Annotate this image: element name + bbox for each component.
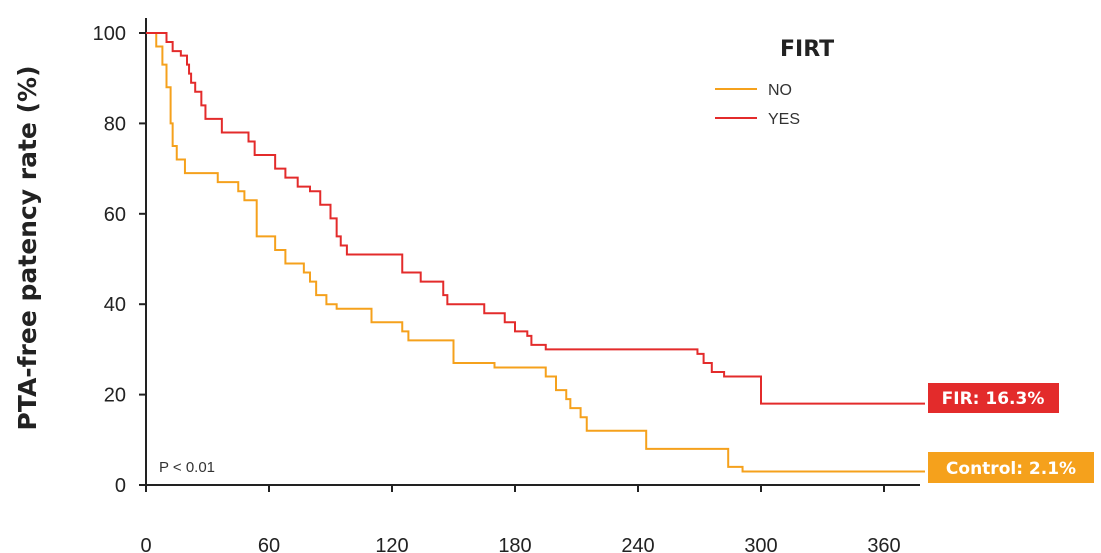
badge-control-text: Control: 2.1% (946, 459, 1076, 479)
y-axis-label: PTA-free patency rate (%) (13, 66, 42, 431)
x-tick-label: 300 (744, 535, 777, 553)
series-line-yes (146, 32, 925, 405)
y-tick-label: 0 (115, 475, 126, 497)
y-tick-label: 40 (104, 294, 126, 316)
y-tick-label: 100 (93, 23, 126, 45)
series-layer (146, 32, 925, 473)
x-tick-label: 120 (375, 535, 408, 553)
y-tick-label: 60 (104, 204, 126, 226)
legend-title: FIRT (780, 37, 834, 62)
badge-control: Control: 2.1% (928, 452, 1094, 483)
x-tick-label: 240 (621, 535, 654, 553)
series-line-no (146, 32, 925, 473)
legend-label-no: NO (768, 82, 792, 99)
y-tick-label: 80 (104, 113, 126, 135)
x-tick-label: 360 (867, 535, 900, 553)
axis-ticks (139, 32, 885, 492)
x-tick-labels: 0 60 120 180 240 300 360 (140, 535, 900, 553)
p-value-annotation: P < 0.01 (159, 459, 215, 476)
badge-fir-text: FIR: 16.3% (942, 389, 1045, 409)
y-tick-label: 20 (104, 385, 126, 407)
legend-label-yes: YES (768, 111, 800, 128)
badge-fir: FIR: 16.3% (928, 383, 1059, 413)
x-tick-label: 180 (498, 535, 531, 553)
y-tick-labels: 0 20 40 60 80 100 (93, 23, 126, 497)
x-tick-label: 0 (140, 535, 151, 553)
legend: FIRT NO YES (715, 37, 834, 128)
x-tick-label: 60 (258, 535, 280, 553)
